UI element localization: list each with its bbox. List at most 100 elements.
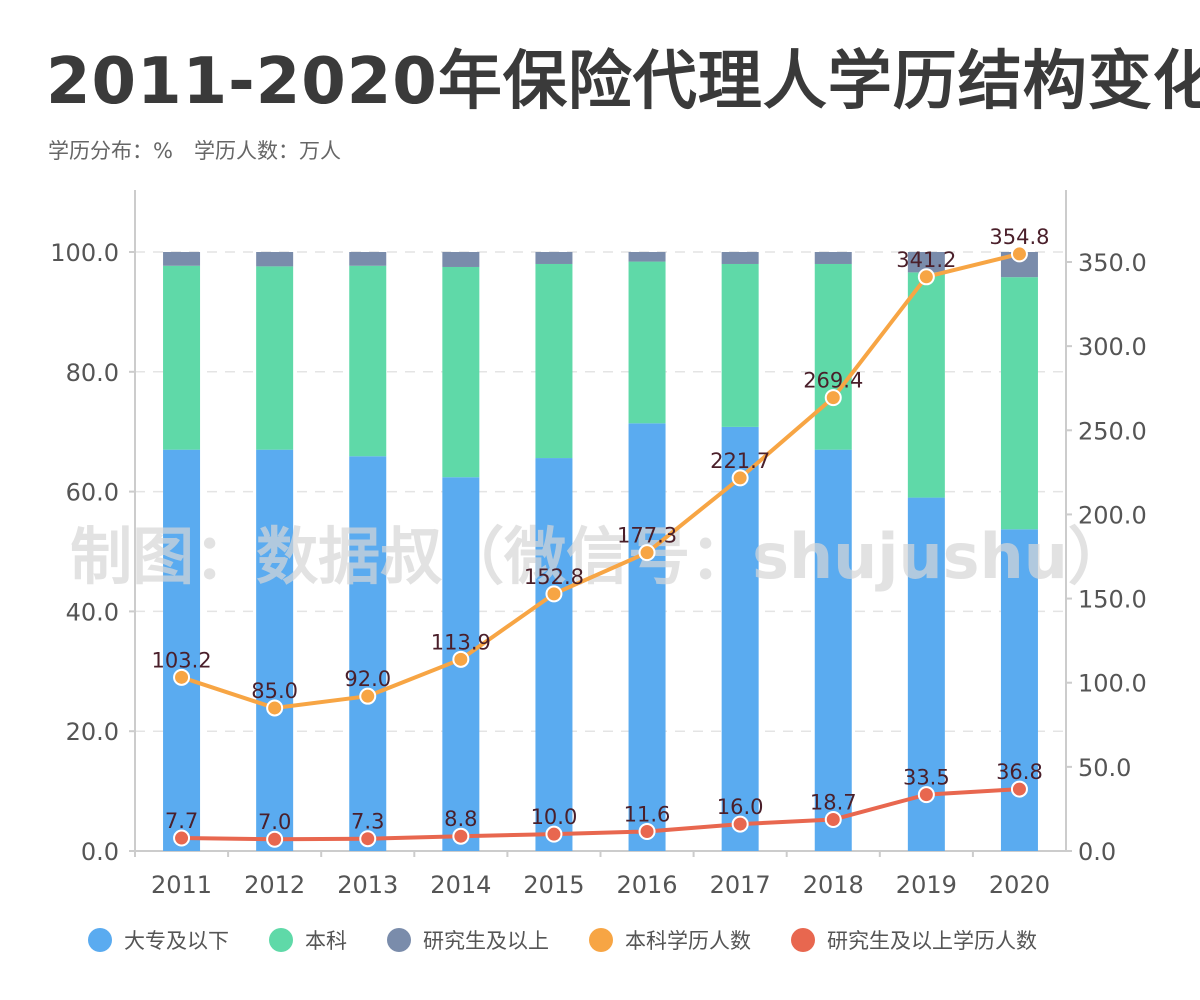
legend-label: 本科学历人数 bbox=[625, 929, 751, 953]
right-tick-label: 100.0 bbox=[1078, 670, 1147, 698]
bar-segment-below-college bbox=[163, 449, 201, 851]
bar-segment-graduate bbox=[256, 252, 294, 267]
bar-segment-graduate bbox=[721, 252, 759, 264]
graduate-count-point bbox=[173, 829, 191, 847]
graduate-count-label: 18.7 bbox=[810, 791, 857, 815]
right-tick-label: 0.0 bbox=[1078, 838, 1116, 866]
bar-segment-graduate bbox=[814, 252, 852, 264]
bachelor-count-label: 85.0 bbox=[251, 679, 298, 703]
bar-segment-bachelor bbox=[814, 263, 852, 450]
graduate-count-label: 7.3 bbox=[351, 810, 384, 834]
bachelor-count-point bbox=[452, 650, 470, 668]
legend-label: 研究生及以上学历人数 bbox=[827, 929, 1037, 953]
bachelor-count-point bbox=[1010, 245, 1028, 263]
graduate-count-label: 36.8 bbox=[996, 760, 1043, 784]
legend-label: 本科 bbox=[305, 929, 347, 953]
x-tick-label: 2011 bbox=[151, 871, 212, 899]
graduate-count-label: 7.0 bbox=[258, 810, 291, 834]
bachelor-count-label: 113.9 bbox=[431, 630, 491, 654]
graduate-count-point bbox=[1010, 780, 1028, 798]
bar-segment-graduate bbox=[163, 252, 201, 266]
bar-segment-graduate bbox=[628, 252, 666, 262]
right-tick-label: 250.0 bbox=[1078, 417, 1147, 445]
bachelor-count-label: 269.4 bbox=[803, 369, 863, 393]
bar-segment-below-college bbox=[256, 449, 294, 851]
chart-subtitle: 学历分布：% 学历人数：万人 bbox=[48, 139, 341, 163]
left-tick-label: 60.0 bbox=[66, 479, 119, 507]
x-tick-label: 2015 bbox=[523, 871, 584, 899]
graduate-count-point bbox=[266, 830, 284, 848]
legend-swatch-icon bbox=[88, 928, 112, 952]
x-tick-label: 2013 bbox=[337, 871, 398, 899]
left-tick-label: 40.0 bbox=[66, 598, 119, 626]
legend-swatch-icon bbox=[589, 928, 613, 952]
chart-legend: 大专及以下 本科 研究生及以上 本科学历人数 研究生及以上学历人数 bbox=[88, 925, 1077, 955]
graduate-count-label: 11.6 bbox=[624, 802, 671, 826]
bar-segment-graduate bbox=[349, 252, 387, 266]
right-tick-label: 50.0 bbox=[1078, 754, 1131, 782]
watermark-text: 制图：数据叔（微信号：shujushu） bbox=[70, 520, 1130, 593]
bachelor-count-label: 177.3 bbox=[617, 524, 677, 548]
legend-label: 研究生及以上 bbox=[423, 929, 549, 953]
legend-item[interactable]: 大专及以下 bbox=[88, 925, 229, 955]
bachelor-count-point bbox=[731, 469, 749, 487]
legend-item[interactable]: 研究生及以上 bbox=[387, 925, 549, 955]
legend-swatch-icon bbox=[387, 928, 411, 952]
x-tick-label: 2016 bbox=[617, 871, 678, 899]
bachelor-count-label: 103.2 bbox=[151, 648, 211, 672]
bar-segment-bachelor bbox=[163, 265, 201, 450]
graduate-count-line bbox=[181, 787, 1020, 842]
bar-segment-bachelor bbox=[628, 261, 666, 424]
bar-segment-bachelor bbox=[907, 272, 945, 498]
bachelor-count-point bbox=[359, 687, 377, 705]
bachelor-count-label: 221.7 bbox=[710, 449, 770, 473]
left-tick-label: 80.0 bbox=[66, 359, 119, 387]
legend-label: 大专及以下 bbox=[124, 929, 229, 953]
bachelor-count-label: 341.2 bbox=[896, 248, 956, 272]
legend-swatch-icon bbox=[791, 928, 815, 952]
legend-item[interactable]: 本科 bbox=[269, 925, 347, 955]
left-tick-label: 100.0 bbox=[50, 239, 119, 267]
graduate-count-label: 8.8 bbox=[444, 807, 477, 831]
bar-segment-below-college bbox=[349, 456, 387, 851]
graduate-count-point bbox=[824, 811, 842, 829]
bachelor-count-point bbox=[545, 585, 563, 603]
graduate-count-point bbox=[731, 815, 749, 833]
bachelor-count-label: 92.0 bbox=[344, 667, 391, 691]
bar-segment-bachelor bbox=[721, 263, 759, 427]
x-tick-label: 2019 bbox=[896, 871, 957, 899]
bar-segment-graduate bbox=[907, 252, 945, 273]
bar-segment-below-college bbox=[814, 449, 852, 851]
legend-item[interactable]: 研究生及以上学历人数 bbox=[791, 925, 1037, 955]
x-tick-label: 2018 bbox=[803, 871, 864, 899]
graduate-count-point bbox=[452, 827, 470, 845]
x-tick-label: 2012 bbox=[244, 871, 305, 899]
bar-segment-bachelor bbox=[442, 266, 480, 478]
bachelor-count-line bbox=[180, 251, 1020, 710]
graduate-count-point bbox=[545, 825, 563, 843]
bachelor-count-point bbox=[917, 268, 935, 286]
bar-segment-below-college bbox=[628, 423, 666, 851]
graduate-count-point bbox=[638, 822, 656, 840]
right-tick-label: 300.0 bbox=[1078, 333, 1147, 361]
legend-item[interactable]: 本科学历人数 bbox=[589, 925, 751, 955]
bachelor-count-point bbox=[266, 699, 284, 717]
bar-segment-below-college bbox=[535, 458, 573, 851]
bar-segment-bachelor bbox=[535, 263, 573, 459]
right-tick-label: 150.0 bbox=[1078, 586, 1147, 614]
graduate-count-point bbox=[359, 830, 377, 848]
x-tick-label: 2014 bbox=[430, 871, 491, 899]
graduate-count-label: 16.0 bbox=[717, 795, 764, 819]
right-tick-label: 200.0 bbox=[1078, 501, 1147, 529]
bar-segment-bachelor bbox=[1000, 277, 1038, 530]
graduate-count-label: 33.5 bbox=[903, 766, 950, 790]
bar-segment-graduate bbox=[535, 252, 573, 264]
bar-segment-bachelor bbox=[256, 266, 294, 450]
bachelor-count-point bbox=[173, 668, 191, 686]
bachelor-count-label: 354.8 bbox=[989, 225, 1049, 249]
x-tick-label: 2020 bbox=[989, 871, 1050, 899]
bachelor-count-label: 152.8 bbox=[524, 565, 584, 589]
graduate-count-label: 7.7 bbox=[165, 809, 198, 833]
left-tick-label: 20.0 bbox=[66, 718, 119, 746]
